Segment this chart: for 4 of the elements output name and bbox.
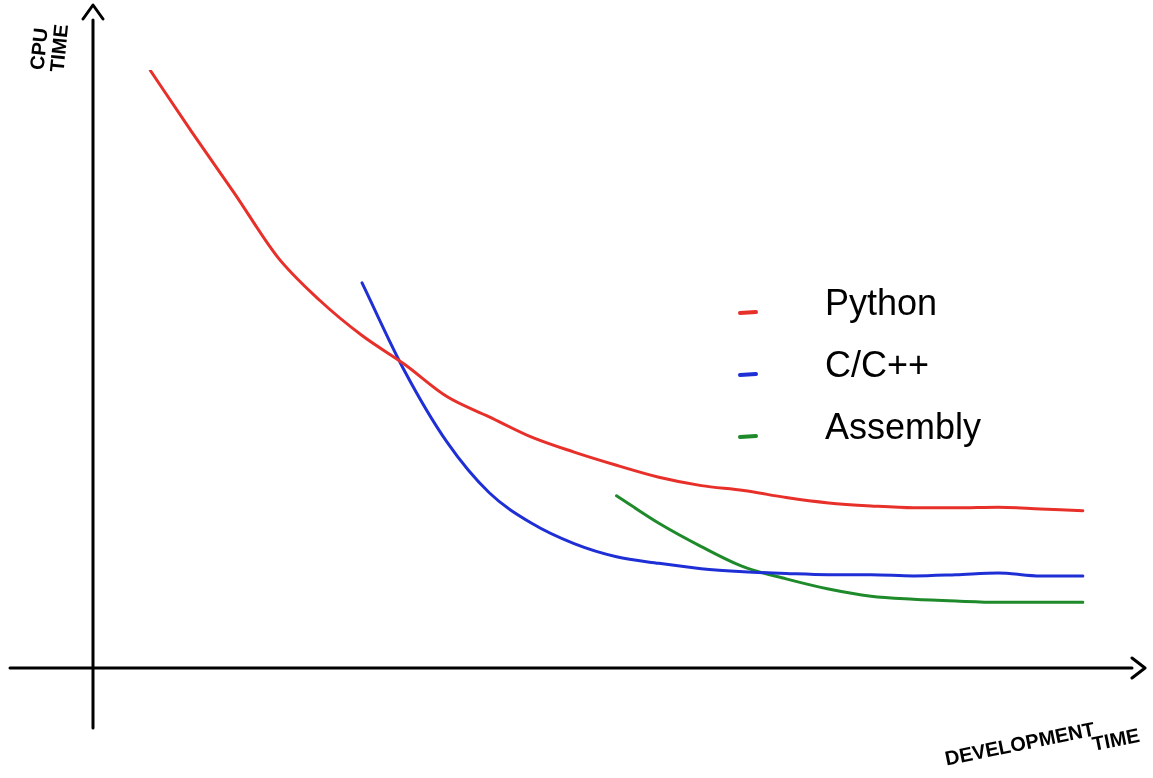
legend-label: Assembly [825,405,982,447]
legend-label: Python [825,281,938,323]
legend-label: C/C++ [825,343,930,385]
y-axis-title: CPU TIME [25,23,73,73]
